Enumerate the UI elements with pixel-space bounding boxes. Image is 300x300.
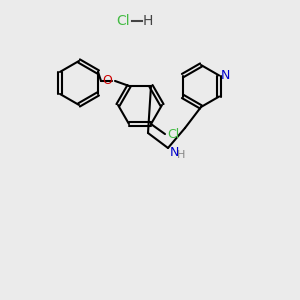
Text: Cl: Cl [116, 14, 130, 28]
Text: H: H [177, 150, 185, 160]
Text: N: N [169, 146, 179, 160]
Text: N: N [221, 69, 231, 82]
Text: O: O [102, 74, 112, 87]
Text: Cl: Cl [167, 128, 179, 141]
Text: H: H [143, 14, 153, 28]
